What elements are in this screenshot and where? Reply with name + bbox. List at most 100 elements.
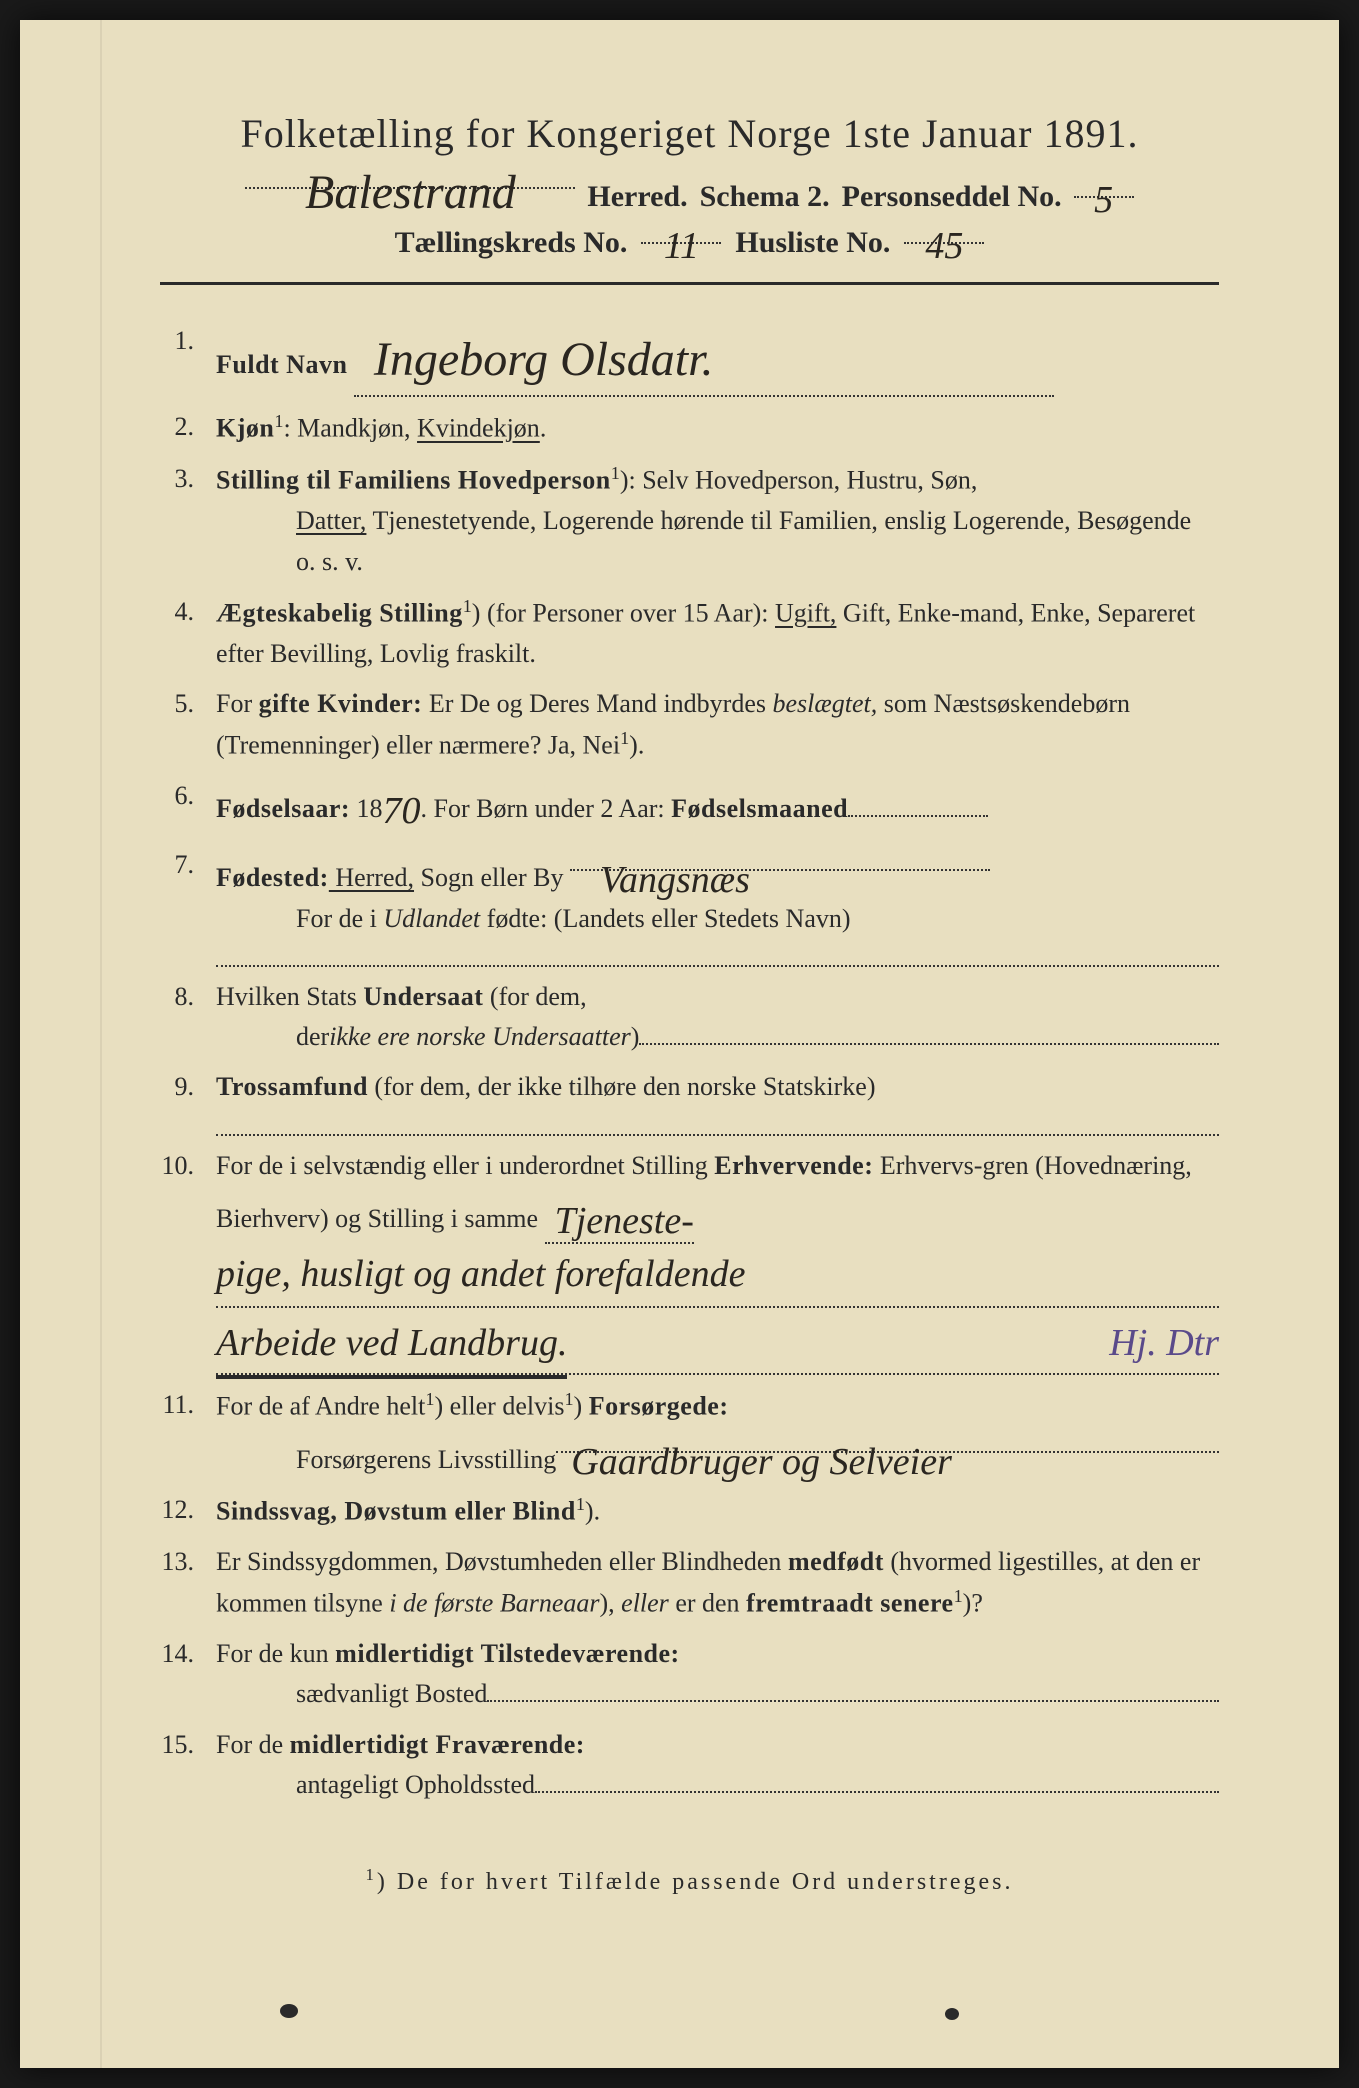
husliste-label: Husliste No. xyxy=(735,226,890,260)
text: Forsørgerens Livsstilling xyxy=(296,1440,556,1480)
text: ) (for Personer over 15 Aar): xyxy=(472,599,775,628)
text: (for dem, der ikke tilhøre den norske St… xyxy=(368,1072,876,1101)
field-num: 2. xyxy=(160,407,216,449)
field-label: Trossamfund xyxy=(216,1072,368,1101)
label-b: fremtraadt senere xyxy=(746,1589,954,1618)
sup: 1 xyxy=(463,596,472,616)
text: ). xyxy=(629,731,644,760)
sub-line: o. s. v. xyxy=(216,542,1219,582)
field-label: midlertidigt Tilstedeværende: xyxy=(335,1639,680,1668)
provider-field: Gaardbruger og Selveier xyxy=(556,1427,1219,1453)
field-5: 5. For gifte Kvinder: Er De og Deres Man… xyxy=(160,684,1219,766)
field-label: Ægteskabelig Stilling xyxy=(216,599,463,628)
text: Tjenestetyende, Logerende hørende til Fa… xyxy=(366,506,1191,535)
field-num: 13. xyxy=(160,1542,216,1624)
field-8: 8. Hvilken Stats Undersaat (for dem, der… xyxy=(160,977,1219,1058)
text: er den xyxy=(669,1589,746,1618)
field-12: 12. Sindssvag, Døvstum eller Blind1). xyxy=(160,1490,1219,1532)
text: Sogn eller By xyxy=(414,863,564,892)
field-body: Fødselsaar: 1870. For Børn under 2 Aar: … xyxy=(216,776,1219,835)
text: ) xyxy=(574,1391,589,1420)
italic: ikke ere norske Undersaatter xyxy=(329,1017,631,1057)
selected-datter: Datter, xyxy=(296,506,366,535)
field-num: 10. xyxy=(160,1146,216,1375)
text: antageligt Opholdssted xyxy=(296,1765,535,1805)
field-3: 3. Stilling til Familiens Hovedperson1):… xyxy=(160,459,1219,582)
text: )? xyxy=(963,1589,983,1618)
text: Er Sindssygdommen, Døvstumheden eller Bl… xyxy=(216,1547,788,1576)
italic: Udlandet xyxy=(383,904,480,933)
text: sædvanligt Bosted xyxy=(296,1674,487,1714)
field-label: medfødt xyxy=(788,1547,884,1576)
text: . xyxy=(540,414,547,443)
footnote: 1) De for hvert Tilfælde passende Ord un… xyxy=(160,1865,1219,1896)
field-4: 4. Ægteskabelig Stilling1) (for Personer… xyxy=(160,592,1219,674)
header: Folketælling for Kongeriget Norge 1ste J… xyxy=(160,110,1219,260)
field-num: 7. xyxy=(160,845,216,967)
text: ), xyxy=(599,1589,621,1618)
field-body: For de af Andre helt1) eller delvis1) Fo… xyxy=(216,1385,1219,1480)
field-body: For gifte Kvinder: Er De og Deres Mand i… xyxy=(216,684,1219,766)
field-label: Sindssvag, Døvstum eller Blind xyxy=(216,1497,576,1526)
sub-line: For de i Udlandet fødte: (Landets eller … xyxy=(216,899,1219,939)
field-10: 10. For de i selvstændig eller i underor… xyxy=(160,1146,1219,1375)
schema-label: Schema 2. xyxy=(700,180,830,214)
selected-herred: Herred, xyxy=(329,863,414,892)
text: 18 xyxy=(350,794,383,823)
taellingskreds-label: Tællingskreds No. xyxy=(395,226,628,260)
field-body: For de i selvstændig eller i underordnet… xyxy=(216,1146,1219,1375)
text: fødte: (Landets eller Stedets Navn) xyxy=(480,904,850,933)
field-label: midlertidigt Fraværende: xyxy=(290,1730,585,1759)
selected-ugift: Ugift, xyxy=(775,599,836,628)
sup: 1 xyxy=(954,1586,963,1606)
field-body: Ægteskabelig Stilling1) (for Personer ov… xyxy=(216,592,1219,674)
sub-line: Forsørgerens Livsstilling Gaardbruger og… xyxy=(216,1427,1219,1480)
field-6: 6. Fødselsaar: 1870. For Børn under 2 Aa… xyxy=(160,776,1219,835)
field-15: 15. For de midlertidigt Fraværende: anta… xyxy=(160,1725,1219,1806)
taellingskreds-no: 11 xyxy=(664,225,699,267)
header-line-3: Tællingskreds No. 11 Husliste No. 45 xyxy=(160,218,1219,260)
field-label: Fuldt Navn xyxy=(216,350,347,379)
text: For de kun xyxy=(216,1639,335,1668)
text: : Mandkjøn, xyxy=(283,414,417,443)
text: ) eller delvis xyxy=(434,1391,564,1420)
field-body: Stilling til Familiens Hovedperson1): Se… xyxy=(216,459,1219,582)
taellingskreds-field: 11 xyxy=(641,218,721,244)
field-body: For de midlertidigt Fraværende: antageli… xyxy=(216,1725,1219,1806)
sup: 1 xyxy=(576,1494,585,1514)
birthplace-field: Vangsnæs xyxy=(570,845,990,871)
personseddel-no: 5 xyxy=(1094,179,1113,221)
husliste-no: 45 xyxy=(925,225,963,267)
text: Hvilken Stats xyxy=(216,982,363,1011)
field-body: Hvilken Stats Undersaat (for dem, der ik… xyxy=(216,977,1219,1058)
text: (for dem, xyxy=(483,982,586,1011)
fields-list: 1. Fuldt Navn Ingeborg Olsdatr. 2. Kjøn 1… xyxy=(160,321,1219,1805)
sup: 1 xyxy=(366,1865,377,1884)
field-13: 13. Er Sindssygdommen, Døvstumheden elle… xyxy=(160,1542,1219,1624)
text: . For Børn under 2 Aar: xyxy=(421,794,672,823)
occupation-3: Arbeide ved Landbrug. xyxy=(216,1314,567,1379)
ink-spot-icon xyxy=(945,2008,959,2020)
text: der xyxy=(296,1017,329,1057)
sub-line: sædvanligt Bosted xyxy=(216,1674,1219,1714)
field-label: Fødselsaar: xyxy=(216,794,350,823)
field-label: Stilling til Familiens Hovedperson xyxy=(216,466,611,495)
dotline xyxy=(216,945,1219,967)
field-body: Fuldt Navn Ingeborg Olsdatr. xyxy=(216,321,1219,397)
field-num: 8. xyxy=(160,977,216,1058)
birth-year: 70 xyxy=(383,790,421,832)
personseddel-no-field: 5 xyxy=(1074,172,1134,198)
text: ). xyxy=(585,1497,600,1526)
field-num: 9. xyxy=(160,1067,216,1135)
field-label: Kjøn xyxy=(216,414,274,443)
whereabouts-field xyxy=(535,1767,1219,1793)
field-num: 14. xyxy=(160,1634,216,1715)
field-num: 3. xyxy=(160,459,216,582)
text: ) xyxy=(631,1017,640,1057)
name-field: Ingeborg Olsdatr. xyxy=(354,321,1054,397)
text: For de i selvstændig eller i underordnet… xyxy=(216,1151,714,1180)
field-body: Trossamfund (for dem, der ikke tilhøre d… xyxy=(216,1067,1219,1135)
field-label: gifte Kvinder: xyxy=(259,689,423,718)
field-body: Er Sindssygdommen, Døvstumheden eller Bl… xyxy=(216,1542,1219,1624)
sub-line: antageligt Opholdssted xyxy=(216,1765,1219,1805)
